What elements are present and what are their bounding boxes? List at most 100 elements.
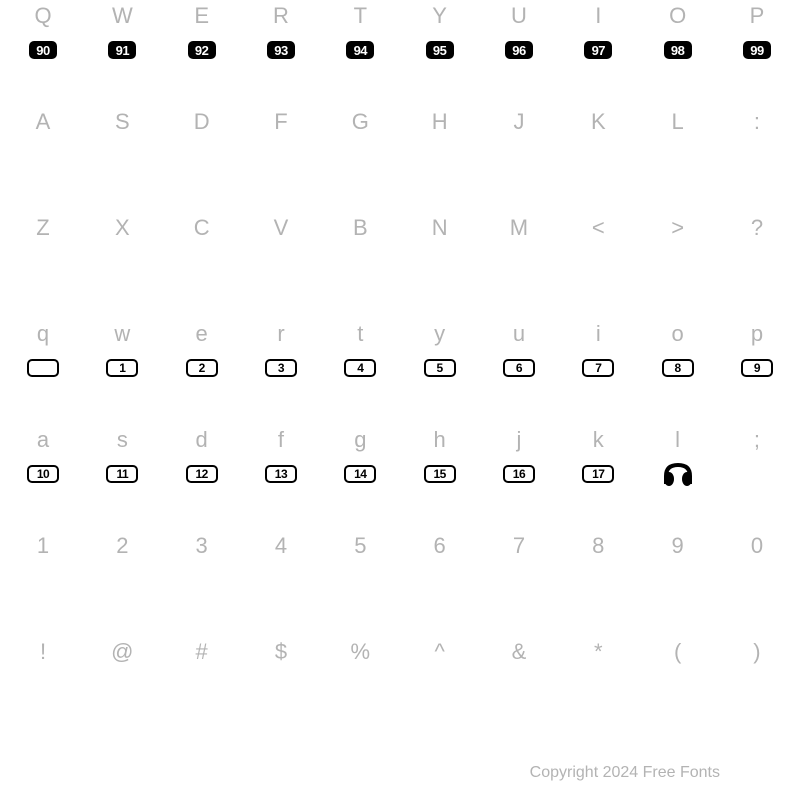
number-outline-badge-icon: 16 — [503, 465, 535, 483]
number-outline-badge-icon: 4 — [344, 359, 376, 377]
key-label: ; — [754, 427, 760, 453]
number-outline-badge-icon: 11 — [106, 465, 138, 483]
number-badge-icon: 96 — [505, 41, 533, 59]
key-row-5: a s d f g h j k l ; — [4, 424, 796, 456]
copyright-footer: Copyright 2024 Free Fonts — [530, 764, 720, 782]
key-label: ! — [40, 639, 46, 665]
key-label: 9 — [672, 533, 684, 559]
key-label: s — [117, 427, 128, 453]
key-label: A — [36, 109, 51, 135]
key-label: P — [750, 3, 765, 29]
number-badge-icon: 94 — [346, 41, 374, 59]
key-row-1: Q W E R T Y U I O P — [4, 0, 796, 32]
headphone-icon — [661, 462, 695, 486]
key-label: u — [513, 321, 525, 347]
number-outline-badge-icon: 5 — [424, 359, 456, 377]
key-label: ^ — [434, 639, 444, 665]
key-label: # — [196, 639, 208, 665]
number-badge-icon: 95 — [426, 41, 454, 59]
key-label: W — [112, 3, 133, 29]
key-label: C — [194, 215, 210, 241]
glyph-row-1: 90 91 92 93 94 95 96 97 98 99 — [4, 34, 796, 66]
key-label: N — [432, 215, 448, 241]
key-label: 5 — [354, 533, 366, 559]
key-label: R — [273, 3, 289, 29]
key-label: g — [354, 427, 366, 453]
number-outline-badge-icon: 8 — [662, 359, 694, 377]
key-label: p — [751, 321, 763, 347]
key-label: I — [595, 3, 601, 29]
key-label: X — [115, 215, 130, 241]
number-badge-icon: 92 — [188, 41, 216, 59]
number-badge-icon: 93 — [267, 41, 295, 59]
key-label: q — [37, 321, 49, 347]
key-row-2: A S D F G H J K L : — [4, 106, 796, 138]
key-label: d — [196, 427, 208, 453]
number-outline-badge-icon: 15 — [424, 465, 456, 483]
key-label: T — [354, 3, 367, 29]
glyph-row-4: 1 2 3 4 5 6 7 8 9 — [4, 352, 796, 384]
key-label: 8 — [592, 533, 604, 559]
number-outline-badge-icon: 1 — [106, 359, 138, 377]
glyph-row-5: 10 11 12 13 14 15 16 17 — [4, 458, 796, 490]
key-label: j — [517, 427, 522, 453]
key-label: K — [591, 109, 606, 135]
key-row-6: 1 2 3 4 5 6 7 8 9 0 — [4, 530, 796, 562]
key-label: 0 — [751, 533, 763, 559]
key-label: 6 — [434, 533, 446, 559]
key-label: 7 — [513, 533, 525, 559]
key-label: * — [594, 639, 603, 665]
number-badge-icon: 90 — [29, 41, 57, 59]
number-outline-badge-icon — [27, 359, 59, 377]
key-label: & — [512, 639, 527, 665]
key-label: S — [115, 109, 130, 135]
key-row-7: ! @ # $ % ^ & * ( ) — [4, 636, 796, 668]
key-label: F — [274, 109, 287, 135]
glyph-row-6-empty — [4, 564, 796, 596]
number-outline-badge-icon: 13 — [265, 465, 297, 483]
key-label: $ — [275, 639, 287, 665]
key-label: Q — [34, 3, 51, 29]
key-label: > — [671, 215, 684, 241]
key-label: a — [37, 427, 49, 453]
key-label: U — [511, 3, 527, 29]
key-label: 1 — [37, 533, 49, 559]
key-label: f — [278, 427, 284, 453]
glyph-row-2-empty — [4, 140, 796, 172]
key-label: V — [274, 215, 289, 241]
key-label: ( — [674, 639, 681, 665]
key-label: l — [675, 427, 680, 453]
key-label: 4 — [275, 533, 287, 559]
key-label: H — [432, 109, 448, 135]
key-label: Y — [432, 3, 447, 29]
number-outline-badge-icon: 14 — [344, 465, 376, 483]
key-label: E — [194, 3, 209, 29]
number-outline-badge-icon: 9 — [741, 359, 773, 377]
key-label: 3 — [196, 533, 208, 559]
key-label: Z — [36, 215, 49, 241]
key-label: w — [114, 321, 130, 347]
key-label: ? — [751, 215, 763, 241]
number-outline-badge-icon: 17 — [582, 465, 614, 483]
key-label: 2 — [116, 533, 128, 559]
key-label: r — [277, 321, 284, 347]
key-label: O — [669, 3, 686, 29]
number-badge-icon: 98 — [664, 41, 692, 59]
key-label: i — [596, 321, 601, 347]
key-label: L — [672, 109, 684, 135]
font-preview-grid: Q W E R T Y U I O P 90 91 92 93 94 95 96… — [0, 0, 800, 668]
key-label: e — [196, 321, 208, 347]
key-label: ) — [753, 639, 760, 665]
number-outline-badge-icon: 7 — [582, 359, 614, 377]
key-label: J — [513, 109, 524, 135]
glyph-row-3-empty — [4, 246, 796, 278]
number-outline-badge-icon: 3 — [265, 359, 297, 377]
number-outline-badge-icon: 2 — [186, 359, 218, 377]
key-label: k — [593, 427, 604, 453]
key-label: % — [351, 639, 371, 665]
number-badge-icon: 91 — [108, 41, 136, 59]
key-row-4: q w e r t y u i o p — [4, 318, 796, 350]
key-label: t — [357, 321, 363, 347]
key-label: < — [592, 215, 605, 241]
key-label: o — [672, 321, 684, 347]
